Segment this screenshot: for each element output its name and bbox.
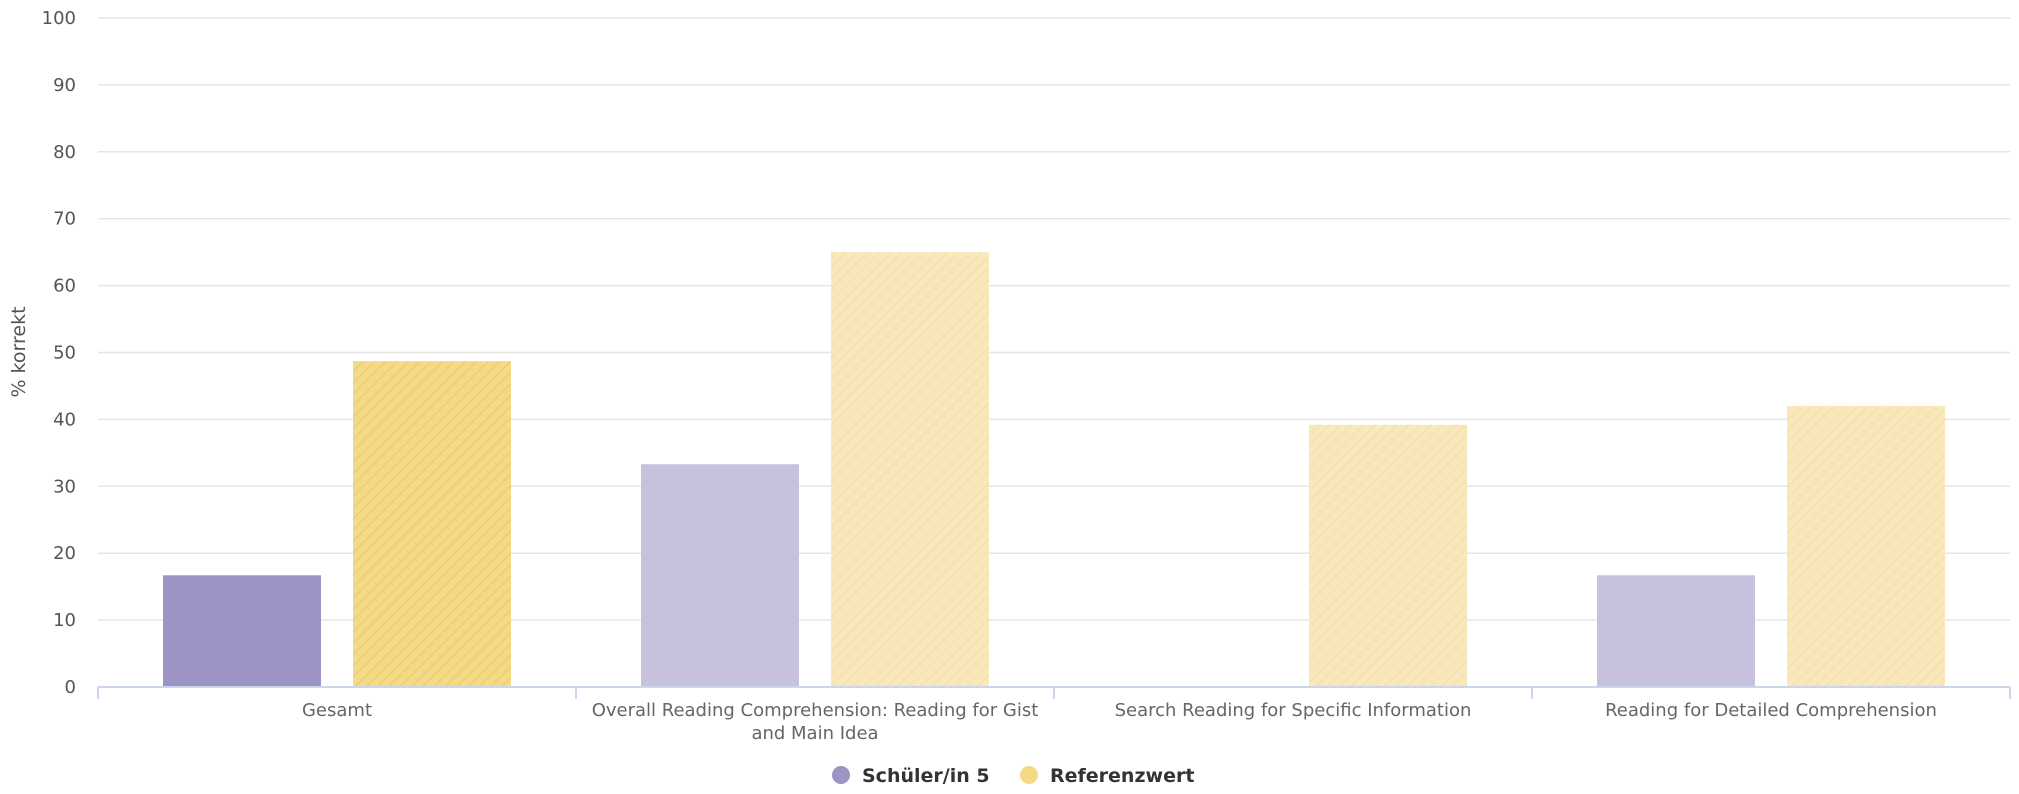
bar-schueler[interactable] (163, 575, 321, 687)
y-tick-label: 0 (65, 677, 76, 698)
legend-marker (832, 766, 850, 784)
legend-item[interactable]: Referenzwert (1020, 765, 1194, 787)
y-tick-label: 70 (53, 209, 76, 230)
y-tick-label: 90 (53, 75, 76, 96)
x-axis (97, 686, 2011, 699)
x-category-label: Gesamt (302, 700, 372, 721)
x-category-label: Search Reading for Specific Information (1115, 700, 1472, 721)
bars (163, 252, 1945, 687)
bar-referenzwert[interactable] (831, 252, 989, 687)
bar-referenzwert[interactable] (353, 361, 511, 687)
y-tick-label: 50 (53, 343, 76, 364)
y-axis-ticks: 0 10 20 30 40 50 60 70 80 90 100 (42, 8, 76, 698)
y-tick-label: 10 (53, 610, 76, 631)
y-tick-label: 100 (42, 8, 76, 29)
legend-marker (1020, 766, 1038, 784)
legend: Schüler/in 5 Referenzwert (832, 765, 1194, 787)
y-tick-label: 80 (53, 142, 76, 163)
legend-label: Schüler/in 5 (862, 765, 990, 787)
y-axis-label: % korrekt (8, 306, 30, 397)
y-tick-label: 30 (53, 476, 76, 497)
category-labels: Gesamt Overall Reading Comprehension: Rea… (302, 700, 1937, 744)
x-category-label: Reading for Detailed Comprehension (1605, 700, 1937, 721)
bar-schueler[interactable] (641, 464, 799, 687)
bar-referenzwert[interactable] (1309, 424, 1467, 687)
y-tick-label: 20 (53, 543, 76, 564)
y-tick-label: 60 (53, 276, 76, 297)
y-tick-label: 40 (53, 409, 76, 430)
legend-label: Referenzwert (1050, 765, 1194, 787)
bar-schueler[interactable] (1597, 575, 1755, 687)
x-category-label: Overall Reading Comprehension: Reading f… (592, 700, 1039, 744)
bar-referenzwert[interactable] (1787, 406, 1945, 687)
legend-item[interactable]: Schüler/in 5 (832, 765, 990, 787)
